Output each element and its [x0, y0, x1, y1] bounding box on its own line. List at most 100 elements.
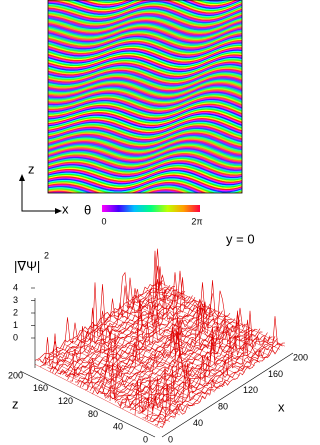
vertical-tick-label: 4: [13, 282, 18, 292]
stripe: [48, 144, 242, 161]
wire-line: [112, 306, 238, 401]
stripe: [48, 4, 242, 20]
stripe: [48, 34, 242, 50]
wire-cross: [69, 341, 196, 406]
stripe: [48, 53, 242, 69]
stripe: [48, 136, 242, 152]
stripe: [48, 36, 242, 53]
stripe: [48, 37, 242, 54]
wire-cross: [114, 311, 241, 376]
wire-cross: [149, 288, 276, 353]
stripe: [48, 142, 242, 159]
wire-cross: [159, 282, 286, 347]
stripe: [48, 109, 242, 126]
stripe: [48, 43, 242, 60]
stripe: [48, 149, 242, 166]
wire-line: [127, 329, 253, 409]
stripe: [48, 177, 242, 193]
stripe: [48, 185, 196, 193]
colorbar-max: 2π: [191, 216, 202, 226]
stripe: [48, 9, 242, 25]
wire-cross: [59, 347, 186, 413]
stripe: [48, 8, 242, 24]
stripe: [48, 134, 242, 151]
stripe: [48, 27, 242, 43]
stripe: [48, 140, 242, 157]
stripe: [48, 128, 242, 145]
stripe: [48, 126, 242, 142]
stripe: [48, 49, 242, 66]
x-tick-label: 160: [268, 369, 283, 379]
stripe: [48, 79, 242, 96]
phase-map: [48, 0, 242, 193]
z-tick-label: 80: [88, 409, 98, 419]
wire-cross: [109, 314, 236, 380]
stripe: [48, 133, 242, 150]
stripe: [48, 76, 242, 92]
stripe: [48, 153, 242, 169]
stripe: [48, 154, 242, 171]
stripe: [48, 159, 242, 175]
stripe: [48, 165, 242, 181]
stripe: [48, 132, 242, 148]
stripe: [48, 107, 242, 123]
wire-cross: [74, 337, 201, 403]
stripe: [48, 31, 242, 48]
stripe: [48, 103, 242, 120]
stripe: [66, 0, 242, 11]
wire-line: [139, 335, 266, 414]
stripe: [48, 89, 242, 105]
colorbar-symbol: θ: [84, 202, 91, 217]
colorbar-min: 0: [101, 216, 106, 226]
stripe: [48, 119, 242, 135]
wire-cross: [129, 301, 256, 367]
stripe: [48, 56, 242, 73]
stripe: [48, 85, 242, 102]
stripe: [48, 156, 242, 173]
x-axis-label: x: [62, 201, 69, 216]
wire-line: [39, 274, 166, 367]
wire-line: [34, 271, 161, 361]
stripe: [48, 122, 242, 139]
x-tick-label: 40: [193, 418, 203, 428]
stripe: [48, 71, 242, 87]
stripe: [48, 39, 242, 56]
x-tick-label: 200: [293, 352, 308, 362]
wire-line: [79, 305, 206, 388]
wire-line: [114, 319, 241, 403]
slice-label: y = 0: [226, 231, 255, 246]
stripe: [99, 0, 230, 2]
figure: z x θ 0 2π y = 0 |∇Ψ| 2 z x 012340408012…: [8, 0, 308, 444]
stripe: [48, 174, 242, 191]
stripe: [48, 0, 242, 16]
stripe: [48, 184, 200, 193]
stripe: [48, 68, 242, 85]
colorbar: [102, 205, 200, 212]
stripe: [48, 60, 242, 77]
stripe: [48, 2, 242, 18]
stripe: [48, 163, 242, 180]
stripe: [48, 91, 242, 108]
wire-cross: [104, 318, 231, 383]
x-axis-title: x: [278, 399, 285, 414]
stripe: [48, 72, 242, 89]
vertical-tick-label: 3: [13, 295, 18, 305]
z-axis: [19, 370, 156, 438]
stripe: [88, 0, 236, 5]
wire-cross: [134, 298, 261, 363]
arrow-heads: [19, 174, 62, 214]
stripe: [48, 35, 242, 52]
stripe: [48, 26, 242, 42]
wire-cross: [54, 350, 181, 416]
stripe: [48, 32, 242, 49]
stripe: [48, 169, 242, 186]
wire-line: [142, 319, 268, 419]
stripe: [48, 41, 242, 57]
vertical-tick-label: 2: [13, 307, 18, 317]
stripe: [48, 84, 242, 101]
stripe: [93, 0, 233, 4]
stripe: [48, 180, 242, 193]
stripe: [48, 179, 242, 193]
wire-line: [109, 316, 236, 402]
